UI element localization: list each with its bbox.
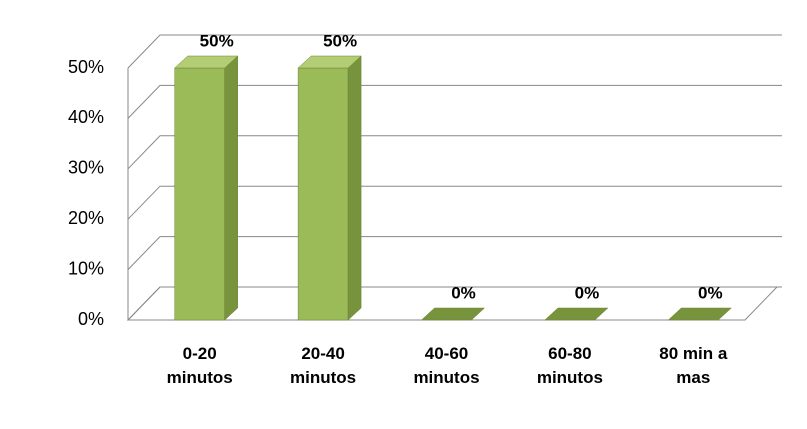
value-label: 0% — [451, 283, 476, 302]
grid-line — [127, 135, 782, 170]
y-tick-label: 30% — [68, 158, 104, 178]
value-label: 0% — [575, 283, 600, 302]
grid-line — [127, 34, 782, 69]
bar — [544, 307, 609, 321]
grid-line — [127, 84, 782, 119]
bar — [174, 55, 239, 321]
y-tick-label: 50% — [68, 57, 104, 77]
y-tick-label: 10% — [68, 258, 104, 278]
bar — [420, 307, 486, 321]
bar-top — [297, 55, 362, 69]
x-tick-label: 60-80 minutos — [536, 344, 603, 387]
x-tick-label: 20-40 minutos — [290, 344, 357, 387]
bar-front — [174, 67, 225, 321]
grid-line — [127, 286, 782, 321]
value-label: 50% — [200, 31, 234, 50]
y-tick-label: 0% — [78, 309, 104, 329]
bar-front — [297, 67, 349, 321]
bar-side — [347, 55, 362, 321]
grid-line — [127, 236, 782, 270]
x-tick-label: 0-20 minutos — [166, 344, 233, 387]
bar-top — [420, 307, 486, 321]
bar-side — [224, 55, 238, 321]
grid-line — [127, 185, 782, 220]
y-tick-label: 40% — [68, 107, 104, 127]
x-tick-label: 80 min a mas — [659, 344, 728, 387]
y-tick-label: 20% — [68, 208, 104, 228]
bar — [667, 307, 732, 321]
value-label: 50% — [323, 31, 357, 50]
x-tick-label: 40-60 minutos — [413, 344, 480, 387]
bar-top — [174, 55, 239, 69]
bar-top — [667, 307, 732, 321]
value-label: 0% — [698, 283, 723, 302]
bar-top — [544, 307, 609, 321]
bar — [297, 55, 362, 321]
